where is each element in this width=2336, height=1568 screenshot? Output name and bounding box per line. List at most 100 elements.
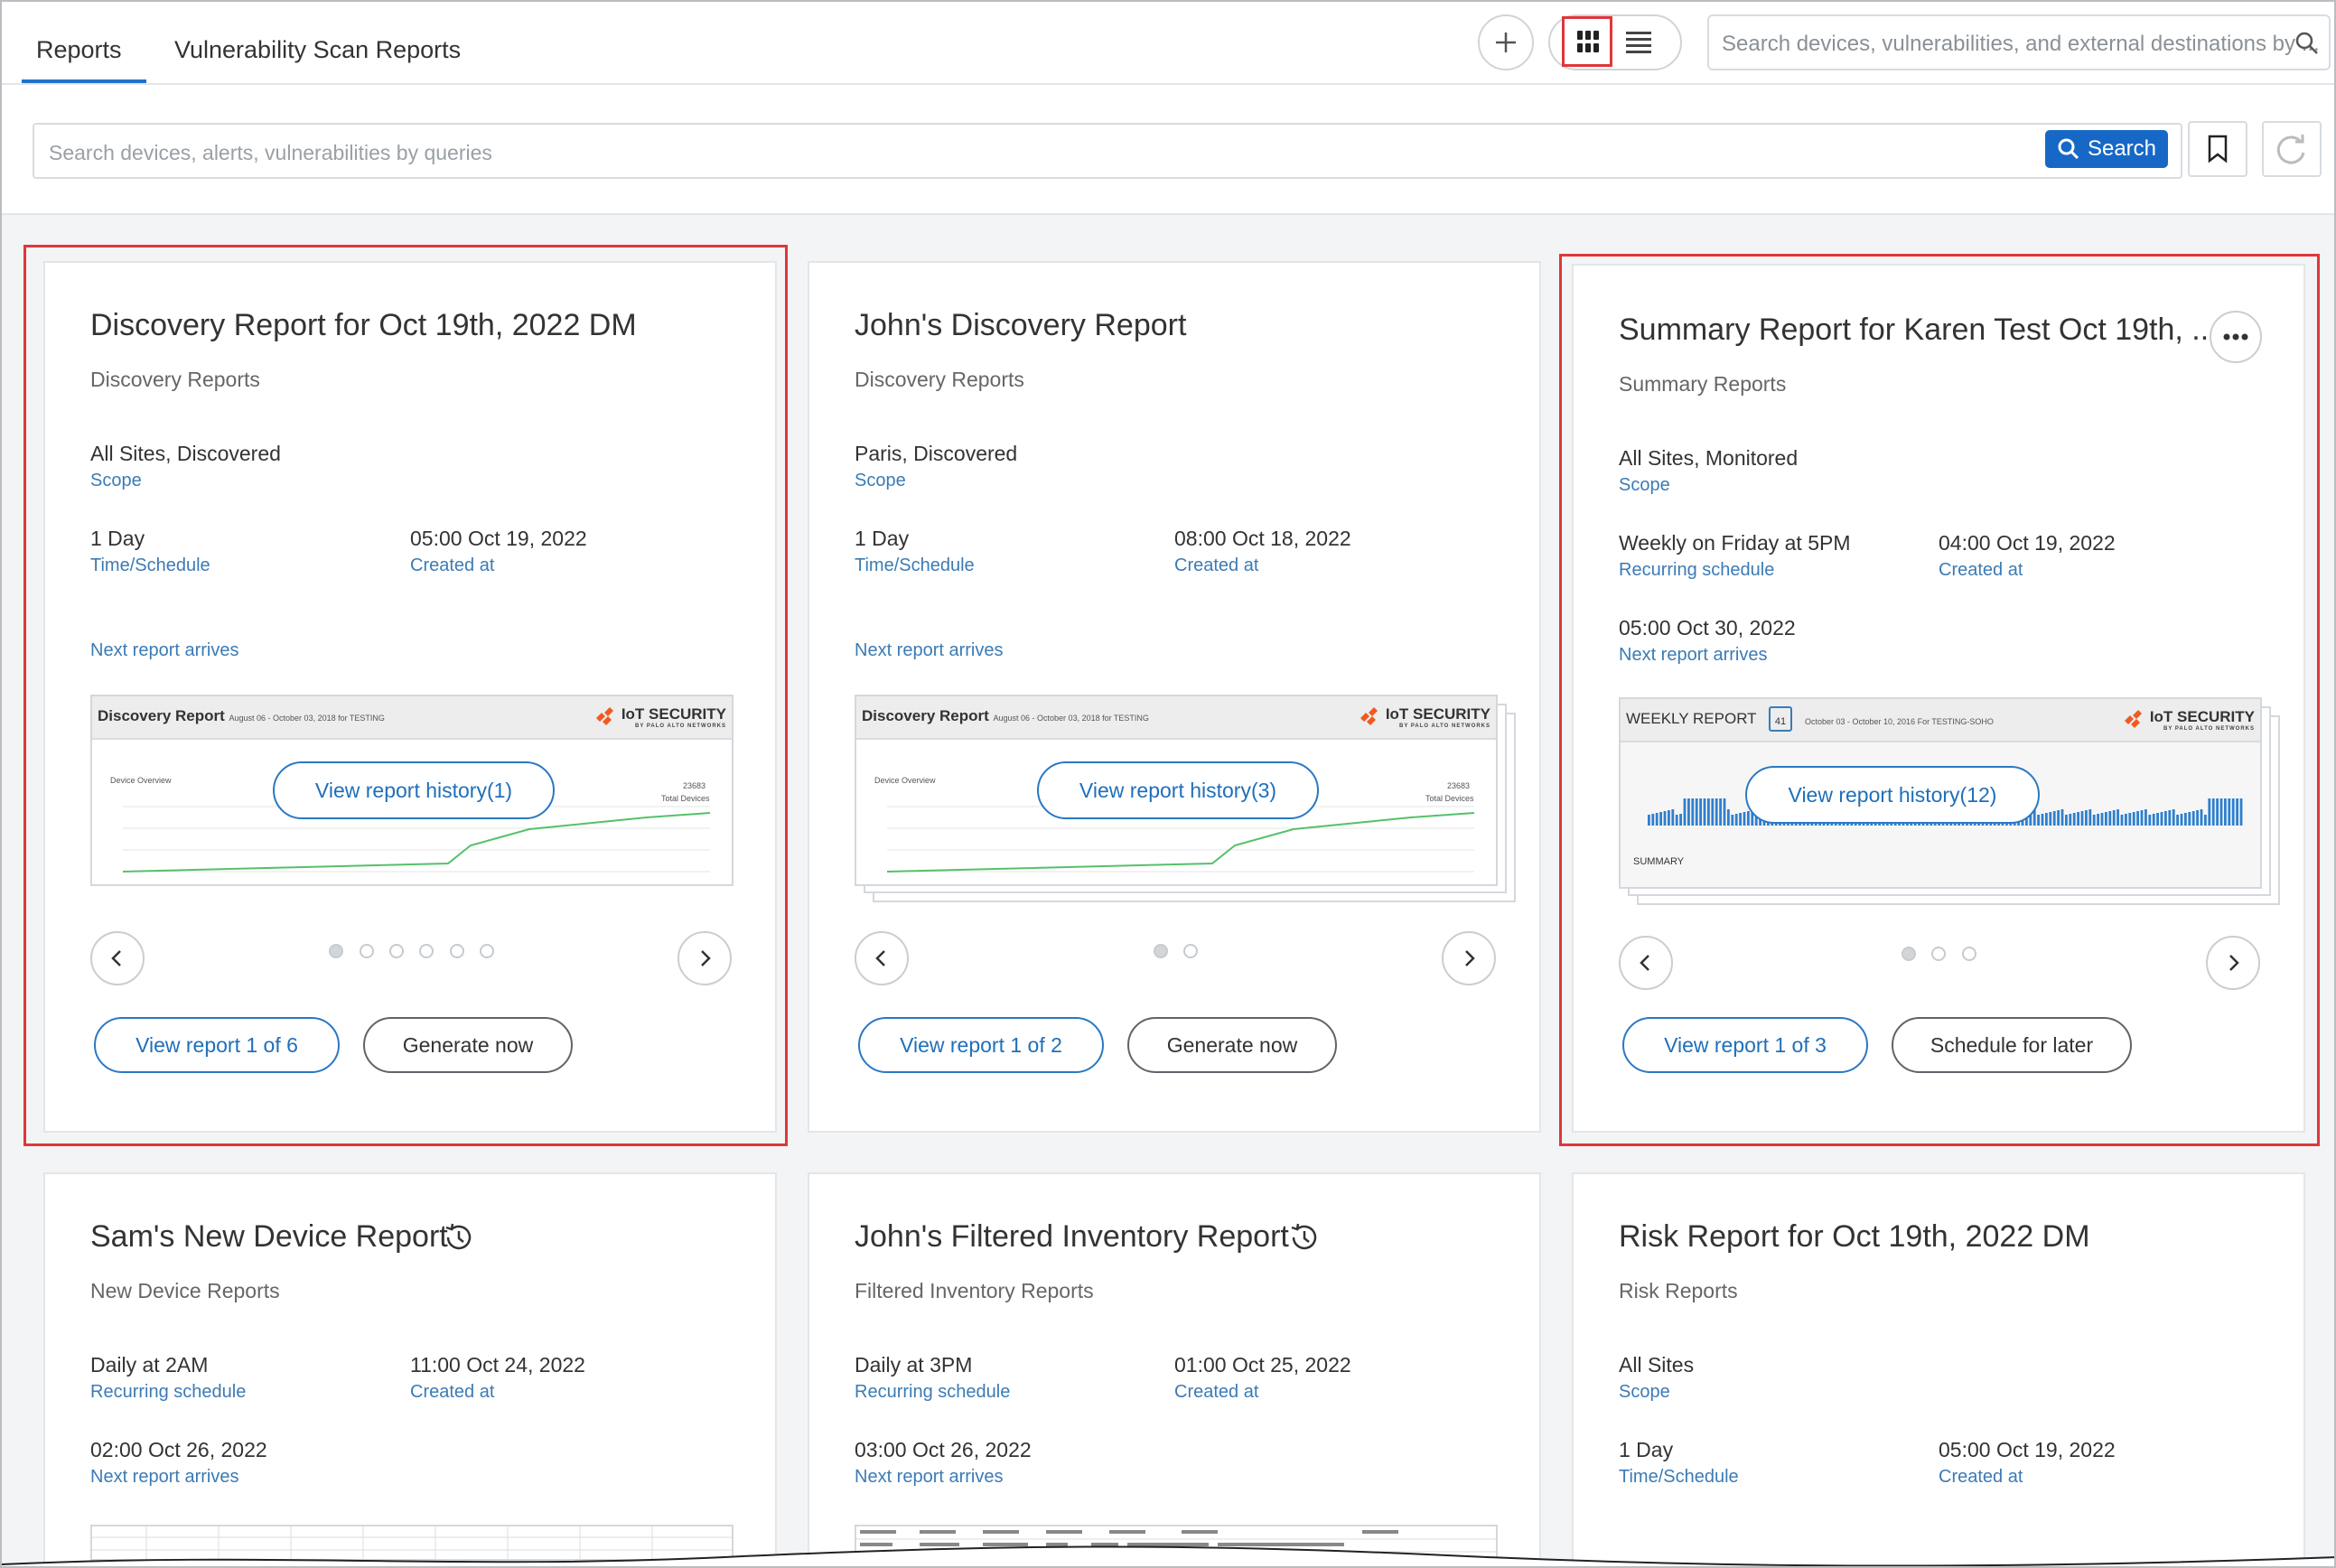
time-label: Time/Schedule xyxy=(90,555,210,575)
time-label: Recurring schedule xyxy=(90,1382,247,1402)
weekly-bar xyxy=(2152,814,2155,826)
view-report-history-button[interactable]: View report history(3) xyxy=(1037,761,1319,819)
created-label: Created at xyxy=(1174,555,1259,575)
weekly-bar xyxy=(2180,814,2183,826)
global-search-input[interactable]: Search devices, vulnerabilities, and ext… xyxy=(1707,14,2331,70)
card-highlight xyxy=(23,245,788,1146)
plus-icon xyxy=(1496,33,1516,52)
calendar-day: 41 xyxy=(1774,716,1787,727)
table-preview xyxy=(856,1530,1496,1553)
weekly-bar xyxy=(2029,810,2032,826)
carousel-dot[interactable] xyxy=(450,944,464,958)
weekly-bar xyxy=(2228,798,2231,826)
previous-report-button[interactable] xyxy=(1619,936,1673,990)
view-report-button[interactable]: View report 1 of 3 xyxy=(1622,1017,1868,1073)
next-report-button[interactable] xyxy=(677,931,732,985)
chevron-right-icon xyxy=(701,950,711,966)
brand-name: IoT SECURITY xyxy=(2149,708,2255,725)
spreadsheet-preview xyxy=(92,1526,732,1559)
carousel-dot[interactable] xyxy=(1154,944,1168,958)
add-report-button[interactable] xyxy=(1478,14,1534,70)
carousel-dot[interactable] xyxy=(1902,947,1916,961)
card-more-button[interactable] xyxy=(2210,311,2262,363)
carousel-dot[interactable] xyxy=(360,944,374,958)
query-search-label: Search xyxy=(2087,136,2157,161)
weekly-bar xyxy=(1727,809,1730,826)
weekly-bar xyxy=(2100,813,2104,826)
query-bar: Search devices, alerts, vulnerabilities … xyxy=(2,85,2334,215)
next-report-button[interactable] xyxy=(1442,931,1496,985)
weekly-bar xyxy=(2239,798,2243,826)
report-card: Sam's New Device Report New Device Repor… xyxy=(43,1172,777,1566)
preview-title-text: WEEKLY REPORT xyxy=(1626,710,1757,727)
recurring-schedule-icon xyxy=(445,1223,472,1250)
created-label: Created at xyxy=(410,1382,495,1402)
reset-query-button[interactable] xyxy=(2262,121,2322,177)
brand-text: IoT SECURITY BY PALO ALTO NETWORKS xyxy=(2150,708,2255,732)
created-value: 11:00 Oct 24, 2022 xyxy=(410,1353,585,1377)
previous-report-button[interactable] xyxy=(90,931,145,985)
calendar-icon: 41 xyxy=(1769,706,1792,732)
generate-now-button[interactable]: Generate now xyxy=(1127,1017,1337,1073)
carousel-dot[interactable] xyxy=(480,944,494,958)
weekly-bar xyxy=(1723,798,1726,826)
created-label: Created at xyxy=(1939,560,2023,580)
carousel-dot[interactable] xyxy=(1931,947,1946,961)
weekly-bar xyxy=(2204,815,2207,826)
weekly-bar xyxy=(2092,815,2096,826)
weekly-bar xyxy=(2065,815,2068,826)
next-report-button[interactable] xyxy=(2206,936,2260,990)
query-search-button[interactable]: Search xyxy=(2045,130,2168,168)
weekly-bar xyxy=(2172,809,2175,826)
created-value: 05:00 Oct 19, 2022 xyxy=(410,527,587,550)
search-icon xyxy=(2058,138,2079,160)
weekly-bar xyxy=(2049,812,2052,826)
card-title[interactable]: Discovery Report for Oct 19th, 2022 DM xyxy=(90,308,637,342)
view-report-button[interactable]: View report 1 of 2 xyxy=(858,1017,1104,1073)
scope-value: All Sites xyxy=(1619,1353,1695,1377)
search-icon[interactable] xyxy=(2294,31,2320,56)
weekly-bar xyxy=(1751,810,1754,826)
generate-now-button[interactable]: Generate now xyxy=(363,1017,573,1073)
weekly-bar xyxy=(2072,813,2076,826)
list-view-button[interactable] xyxy=(1622,25,1655,58)
query-search-input[interactable]: Search devices, alerts, vulnerabilities … xyxy=(33,123,2182,179)
preview-header: WEEKLY REPORT 41 October 03 - October 10… xyxy=(1621,699,2260,742)
save-query-button[interactable] xyxy=(2188,121,2247,177)
palo-alto-logo-icon xyxy=(2124,710,2142,728)
tab-vulnerability-scan-reports[interactable]: Vulnerability Scan Reports xyxy=(174,36,462,63)
view-report-history-button[interactable]: View report history(1) xyxy=(273,761,555,819)
card-title[interactable]: Sam's New Device Report xyxy=(90,1219,448,1254)
brand-tagline: BY PALO ALTO NETWORKS xyxy=(634,723,726,729)
weekly-bar xyxy=(2132,812,2135,826)
grid-view-button[interactable] xyxy=(1572,25,1604,58)
created-value: 01:00 Oct 25, 2022 xyxy=(1174,1353,1351,1377)
weekly-bar xyxy=(1734,814,1738,826)
created-label: Created at xyxy=(1174,1382,1259,1402)
view-report-history-button[interactable]: View report history(12) xyxy=(1745,766,2040,824)
card-title[interactable]: John's Discovery Report xyxy=(855,308,1187,342)
weekly-bar xyxy=(2120,815,2124,826)
card-type: Summary Reports xyxy=(1619,372,1787,396)
weekly-bar xyxy=(2060,809,2064,826)
weekly-bar xyxy=(2164,811,2167,826)
view-report-button[interactable]: View report 1 of 6 xyxy=(94,1017,340,1073)
time-value: Daily at 2AM xyxy=(90,1353,209,1377)
schedule-for-later-button[interactable]: Schedule for later xyxy=(1892,1017,2132,1073)
card-title[interactable]: John's Filtered Inventory Report xyxy=(855,1219,1289,1254)
total-devices-value: 23683 xyxy=(683,781,706,790)
previous-report-button[interactable] xyxy=(855,931,909,985)
carousel-dot[interactable] xyxy=(1962,947,1976,961)
carousel-dot[interactable] xyxy=(389,944,404,958)
carousel-dot[interactable] xyxy=(329,944,343,958)
card-title[interactable]: Risk Report for Oct 19th, 2022 DM xyxy=(1619,1219,2090,1254)
carousel-dot[interactable] xyxy=(1183,944,1198,958)
weekly-bar xyxy=(1747,811,1750,826)
time-label: Time/Schedule xyxy=(1619,1467,1739,1487)
weekly-bar xyxy=(1731,815,1734,826)
card-title[interactable]: Summary Report for Karen Test Oct 19th, … xyxy=(1619,313,2218,347)
tab-reports[interactable]: Reports xyxy=(36,36,122,63)
scope-label: Scope xyxy=(855,471,906,490)
time-value: 1 Day xyxy=(855,527,910,550)
carousel-dot[interactable] xyxy=(419,944,434,958)
